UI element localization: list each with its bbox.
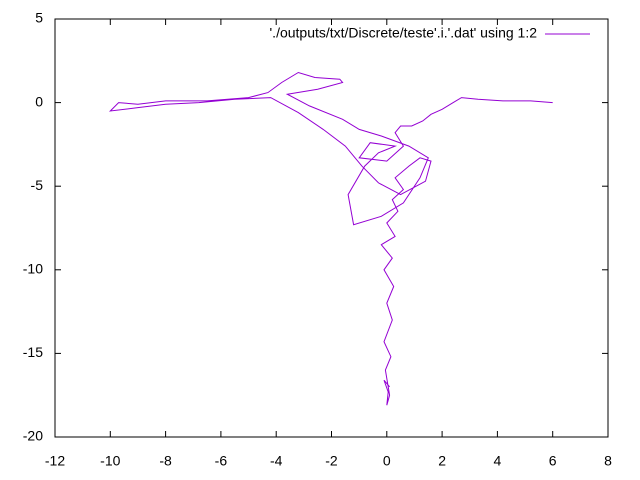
- x-tick-label: 6: [549, 453, 557, 469]
- y-tick-label: 0: [35, 93, 43, 109]
- y-tick-label: -10: [23, 261, 43, 277]
- x-tick-label: -12: [45, 453, 65, 469]
- x-tick-label: -8: [159, 453, 172, 469]
- x-tick-label: -2: [325, 453, 338, 469]
- data-line: [108, 71, 553, 406]
- plot-border: [54, 18, 609, 438]
- x-tick-label: -6: [215, 453, 228, 469]
- y-tick-label: -5: [31, 177, 44, 193]
- x-tick-label: 4: [494, 453, 502, 469]
- y-tick-label: -15: [23, 344, 43, 360]
- x-tick-label: 0: [383, 453, 391, 469]
- y-tick-label: 5: [35, 10, 43, 26]
- x-tick-label: -10: [100, 453, 120, 469]
- y-tick-label: -20: [23, 428, 43, 444]
- x-tick-label: 8: [604, 453, 612, 469]
- legend-label: './outputs/txt/Discrete/teste'.i.'.dat' …: [270, 25, 538, 41]
- x-tick-label: -4: [270, 453, 283, 469]
- x-tick-label: 2: [438, 453, 446, 469]
